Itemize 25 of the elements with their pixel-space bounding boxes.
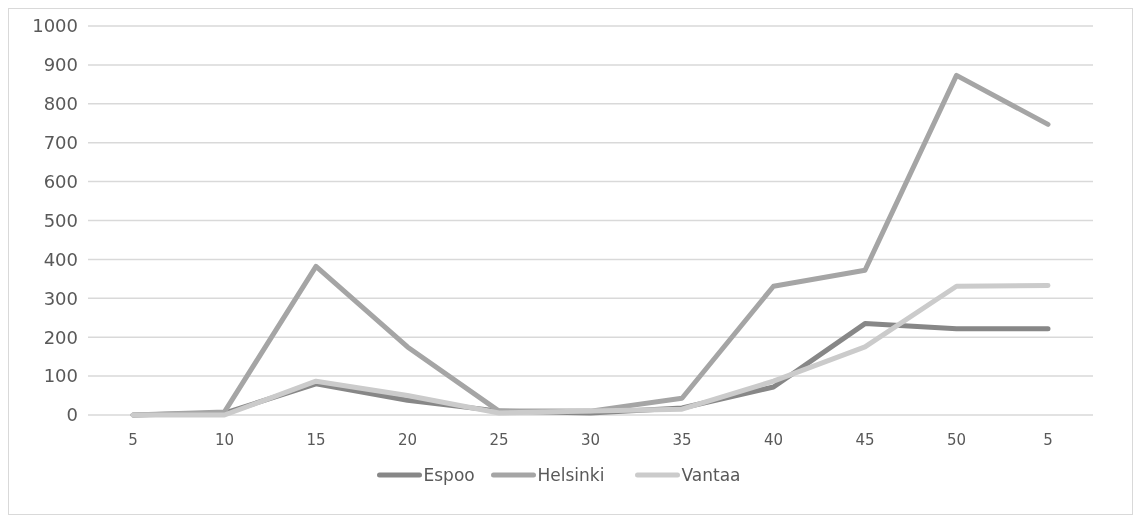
- x-tick-label: 30: [580, 431, 601, 449]
- x-tick-label: 40: [763, 431, 784, 449]
- x-tick-label: 5: [128, 431, 138, 449]
- y-tick-label: 600: [43, 170, 78, 192]
- x-tick-label: 10: [214, 431, 235, 449]
- y-tick-label: 1000: [32, 15, 78, 37]
- y-tick-label: 100: [43, 365, 78, 387]
- x-tick-label: 25: [489, 431, 509, 449]
- y-tick-label: 800: [43, 93, 78, 115]
- y-tick-label: 900: [43, 54, 78, 76]
- legend-label: Helsinki: [537, 464, 605, 485]
- x-tick-label: 5: [1043, 431, 1053, 449]
- x-tick-label: 50: [946, 431, 967, 449]
- y-tick-label: 200: [43, 326, 78, 348]
- y-tick-label: 500: [43, 209, 78, 231]
- y-tick-label: 300: [43, 287, 78, 309]
- y-tick-label: 400: [43, 248, 78, 270]
- y-tick-label: 0: [66, 404, 78, 426]
- y-tick-label: 700: [43, 132, 78, 153]
- legend-label: Espoo: [423, 464, 475, 485]
- x-tick-label: 35: [672, 431, 692, 449]
- x-tick-label: 15: [306, 431, 326, 449]
- x-tick-label: 45: [855, 431, 875, 449]
- x-tick-label: 20: [397, 431, 418, 449]
- legend-label: Vantaa: [681, 464, 741, 485]
